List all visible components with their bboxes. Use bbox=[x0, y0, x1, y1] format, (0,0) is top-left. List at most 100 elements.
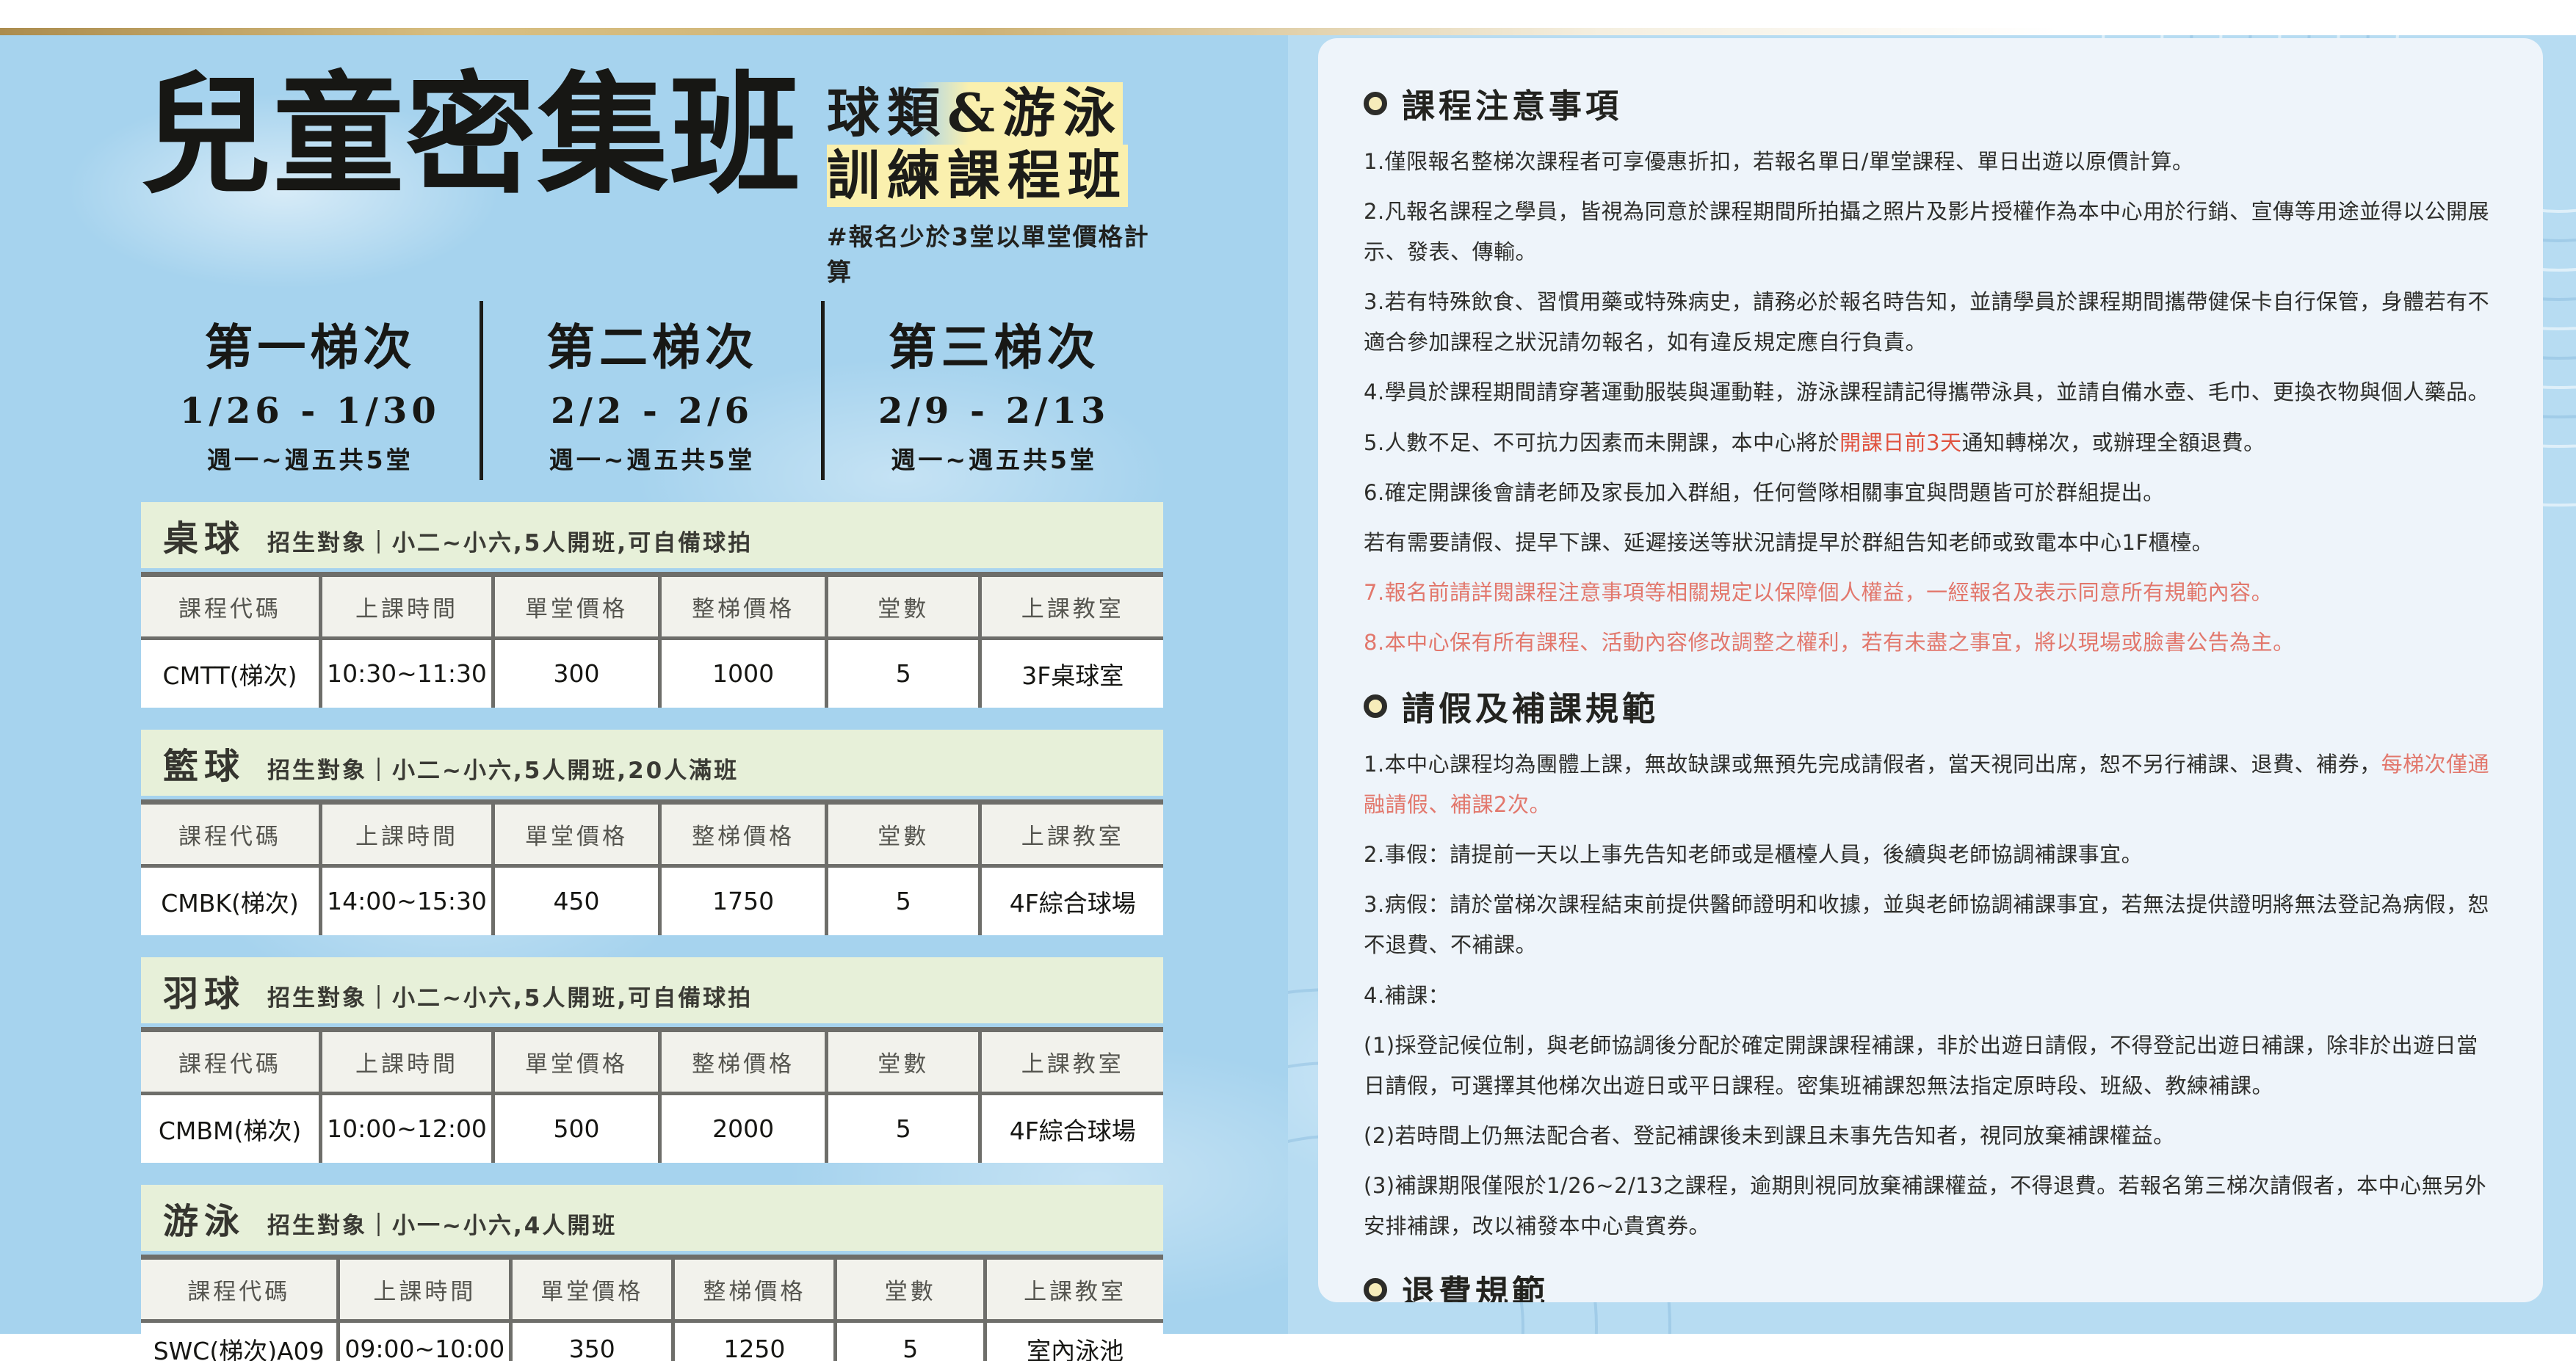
session-1: 第一梯次 1/26 - 1/30 週一~週五共5堂 bbox=[141, 301, 480, 480]
rules-panel: 課程注意事項 1.僅限報名整梯次課程者可享優惠折扣，若報名單日/單堂課程、單日出遊… bbox=[1318, 38, 2543, 1302]
rule-section-title: 課程注意事項 bbox=[1402, 87, 1623, 126]
rule-text-segment: 3.病假：請於當梯次課程結束前提供醫師證明和收據，並與老師協調補課事宜，若無法提… bbox=[1364, 892, 2490, 958]
rule-text-segment: 3.若有特殊飲食、習慣用藥或特殊病史，請務必於報名時告知，並請學員於課程期間攜帶… bbox=[1364, 289, 2490, 355]
rule-item: 5.人數不足、不可抗力因素而未開課，本中心將於開課日前3天通知轉梯次，或辦理全額… bbox=[1364, 423, 2497, 463]
column-header: 堂數 bbox=[828, 804, 979, 864]
rule-item: 2.事假：請提前一天以上事先告知老師或是櫃檯人員，後續與老師協調補課事宜。 bbox=[1364, 835, 2497, 875]
column-header: 上課教室 bbox=[982, 804, 1163, 864]
rule-item: 3.若有特殊飲食、習慣用藥或特殊病史，請務必於報名時告知，並請學員於課程期間攜帶… bbox=[1364, 282, 2497, 363]
rule-item: 1.僅限報名整梯次課程者可享優惠折扣，若報名單日/單堂課程、單日出遊以原價計算。 bbox=[1364, 142, 2497, 182]
column-header: 整梯價格 bbox=[662, 804, 825, 864]
rule-item: 1.本中心課程均為團體上課，無故缺課或無預先完成請假者，當天視同出席，恕不另行補… bbox=[1364, 744, 2497, 825]
rule-text-segment: 5.人數不足、不可抗力因素而未開課，本中心將於 bbox=[1364, 429, 1840, 455]
course-band: 籃球 招生對象｜小二~小六,5人開班,20人滿班 bbox=[141, 729, 1163, 796]
column-header: 整梯價格 bbox=[662, 576, 825, 636]
table-cell: 09:00~10:00 bbox=[340, 1322, 510, 1361]
table-cell: 室內泳池 bbox=[987, 1322, 1163, 1361]
rule-item: (1)採登記候位制，與老師協調後分配於確定開課課程補課，非於出遊日請假，不得登記… bbox=[1364, 1026, 2497, 1106]
table-cell: 5 bbox=[837, 1322, 984, 1361]
course-table: 課程代碼 上課時間 單堂價格 整梯價格 堂數 上課教室 CMTT(梯次) 10:30~11:3… bbox=[141, 571, 1163, 708]
page-title: 兒童密集班 bbox=[141, 58, 802, 211]
table-cell: 5 bbox=[828, 1095, 979, 1163]
rule-item: 4.學員於課程期間請穿著運動服裝與運動鞋，游泳課程請記得攜帶泳具，並請自備水壺、… bbox=[1364, 372, 2497, 413]
rule-item: 4.補課： bbox=[1364, 976, 2497, 1016]
column-header: 單堂價格 bbox=[494, 576, 659, 636]
table-cell: 10:30~11:30 bbox=[322, 639, 491, 708]
table-cell: 1750 bbox=[662, 867, 825, 935]
table-cell: 1250 bbox=[675, 1322, 834, 1361]
table-cell: 1000 bbox=[662, 639, 825, 708]
subtitle-block: 球類&游泳 訓練課程班 #報名少於3堂以單堂價格計算 bbox=[827, 63, 1163, 288]
course-table: 課程代碼 上課時間 單堂價格 整梯價格 堂數 上課教室 CMBM(梯次) 10:00~12:0… bbox=[141, 1026, 1163, 1163]
rule-section: 退費規範1.報名後至開課前八日辦理退費,退還所繳費用之90%。2.開課前七日至課… bbox=[1364, 1266, 2497, 1302]
rule-section-title: 請假及補課規範 bbox=[1402, 689, 1660, 729]
course-sport-label: 羽球 bbox=[163, 973, 246, 1015]
rule-text-segment: 每梯次僅通融請假、補課2次。 bbox=[1364, 752, 2490, 818]
top-white-margin bbox=[0, 0, 2576, 28]
course-sport-label: 籃球 bbox=[163, 745, 246, 787]
rule-text-segment: 2.事假：請提前一天以上事先告知老師或是櫃檯人員，後續與老師協調補課事宜。 bbox=[1364, 842, 2143, 868]
column-header: 單堂價格 bbox=[513, 1259, 672, 1319]
rule-section-heading: 課程注意事項 bbox=[1364, 79, 2497, 127]
course-band: 羽球 招生對象｜小二~小六,5人開班,可自備球拍 bbox=[141, 957, 1163, 1023]
gold-accent-line bbox=[0, 28, 2576, 35]
course-enrollment-info: 招生對象｜小一~小六,4人開班 bbox=[267, 1212, 618, 1239]
rule-section-title: 退費規範 bbox=[1402, 1273, 1549, 1302]
rule-item: 6.確定開課後會請老師及家長加入群組，任何營隊相關事宜與問題皆可於群組提出。 bbox=[1364, 473, 2497, 513]
column-header: 上課時間 bbox=[322, 1031, 491, 1092]
course-enrollment-info: 招生對象｜小二~小六,5人開班,可自備球拍 bbox=[267, 984, 753, 1012]
column-header: 上課教室 bbox=[982, 1031, 1163, 1092]
session-schedule: 第一梯次 1/26 - 1/30 週一~週五共5堂 第二梯次 2/2 - 2/6… bbox=[141, 300, 1163, 480]
rule-item: 7.報名前請詳閱課程注意事項等相關規定以保障個人權益，一經報名及表示同意所有規範… bbox=[1364, 573, 2497, 613]
table-cell: 10:00~12:00 bbox=[322, 1095, 491, 1163]
rule-text-segment: 6.確定開課後會請老師及家長加入群組，任何營隊相關事宜與問題皆可於群組提出。 bbox=[1364, 479, 2165, 505]
rule-item: 2.凡報名課程之學員，皆視為同意於課程期間所拍攝之照片及影片授權作為本中心用於行… bbox=[1364, 192, 2497, 272]
table-cell: CMBM(梯次) bbox=[141, 1095, 319, 1163]
session-dates: 2/9 - 2/13 bbox=[878, 390, 1110, 432]
course-sport-label: 桌球 bbox=[163, 518, 246, 559]
column-header: 堂數 bbox=[828, 1031, 979, 1092]
table-cell: 3F桌球室 bbox=[982, 639, 1163, 708]
rule-item: 若有需要請假、提早下課、延遲接送等狀況請提早於群組告知老師或致電本中心1F櫃檯。 bbox=[1364, 523, 2497, 563]
column-header: 課程代碼 bbox=[141, 1031, 319, 1092]
rules-sections: 課程注意事項 1.僅限報名整梯次課程者可享優惠折扣，若報名單日/單堂課程、單日出遊… bbox=[1364, 79, 2497, 1302]
rule-text-segment: (3)補課期限僅限於1/26~2/13之課程，逾期則視同放棄補課權益，不得退費。… bbox=[1364, 1172, 2487, 1238]
course-section-籃球: 籃球 招生對象｜小二~小六,5人開班,20人滿班 課程代碼 上課時間 單堂價格 整梯價格堂… bbox=[141, 729, 1163, 935]
course-section-桌球: 桌球 招生對象｜小二~小六,5人開班,可自備球拍 課程代碼 上課時間 單堂價格 整梯價格堂… bbox=[141, 501, 1163, 708]
hashtag-note: #報名少於3堂以單堂價格計算 bbox=[827, 222, 1150, 286]
column-header: 上課時間 bbox=[340, 1259, 510, 1319]
table-cell: 14:00~15:30 bbox=[322, 867, 491, 935]
column-header: 課程代碼 bbox=[141, 576, 319, 636]
rule-text-segment: 8.本中心保有所有課程、活動內容修改調整之權利，若有未盡之事宜，將以現場或臉書公… bbox=[1364, 629, 2295, 655]
column-header: 單堂價格 bbox=[494, 1031, 659, 1092]
rule-item: 8.本中心保有所有課程、活動內容修改調整之權利，若有未盡之事宜，將以現場或臉書公… bbox=[1364, 623, 2497, 663]
course-list: 桌球 招生對象｜小二~小六,5人開班,可自備球拍 課程代碼 上課時間 單堂價格 整梯價格堂… bbox=[141, 501, 1163, 1361]
rule-text-segment: 若有需要請假、提早下課、延遲接送等狀況請提早於群組告知老師或致電本中心1F櫃檯。 bbox=[1364, 529, 2214, 555]
column-header: 上課教室 bbox=[982, 576, 1163, 636]
course-sport-label: 游泳 bbox=[163, 1200, 246, 1242]
session-name: 第一梯次 bbox=[204, 318, 416, 376]
rule-section: 請假及補課規範 1.本中心課程均為團體上課，無故缺課或無預先完成請假者，當天視同出… bbox=[1364, 682, 2497, 1246]
column-header: 課程代碼 bbox=[141, 804, 319, 864]
column-header: 上課時間 bbox=[322, 576, 491, 636]
course-table: 課程代碼 上課時間 單堂價格 整梯價格 堂數 上課教室 CMBK(梯次) 14:00~15:3… bbox=[141, 799, 1163, 935]
course-enrollment-info: 招生對象｜小二~小六,5人開班,20人滿班 bbox=[267, 757, 739, 784]
column-header: 堂數 bbox=[828, 576, 979, 636]
left-column: 兒童密集班 球類&游泳 訓練課程班 #報名少於3堂以單堂價格計算 第一梯次 1/… bbox=[141, 63, 1163, 1361]
course-section-羽球: 羽球 招生對象｜小二~小六,5人開班,可自備球拍 課程代碼 上課時間 單堂價格 整梯價格堂… bbox=[141, 957, 1163, 1163]
rule-section-heading: 退費規範 bbox=[1364, 1266, 2497, 1302]
subtitle-line1: 球類&游泳 bbox=[827, 81, 1124, 145]
rule-text-segment: 開課日前3天 bbox=[1839, 429, 1962, 455]
title-block: 兒童密集班 球類&游泳 訓練課程班 #報名少於3堂以單堂價格計算 bbox=[141, 63, 1163, 288]
subtitle-line2: 訓練課程班 bbox=[827, 143, 1129, 207]
table-cell: 500 bbox=[494, 1095, 659, 1163]
session-name: 第二梯次 bbox=[546, 318, 758, 376]
column-header: 整梯價格 bbox=[675, 1259, 834, 1319]
course-band: 桌球 招生對象｜小二~小六,5人開班,可自備球拍 bbox=[141, 501, 1163, 568]
course-section-游泳: 游泳 招生對象｜小一~小六,4人開班 課程代碼 上課時間 單堂價格 整梯價格 堂數 上課教室 S… bbox=[141, 1184, 1163, 1361]
table-cell: SWC(梯次)A09 bbox=[141, 1322, 337, 1361]
column-header: 單堂價格 bbox=[494, 804, 659, 864]
rule-text-segment: 2.凡報名課程之學員，皆視為同意於課程期間所拍攝之照片及影片授權作為本中心用於行… bbox=[1364, 199, 2490, 265]
rule-section-heading: 請假及補課規範 bbox=[1364, 682, 2497, 730]
